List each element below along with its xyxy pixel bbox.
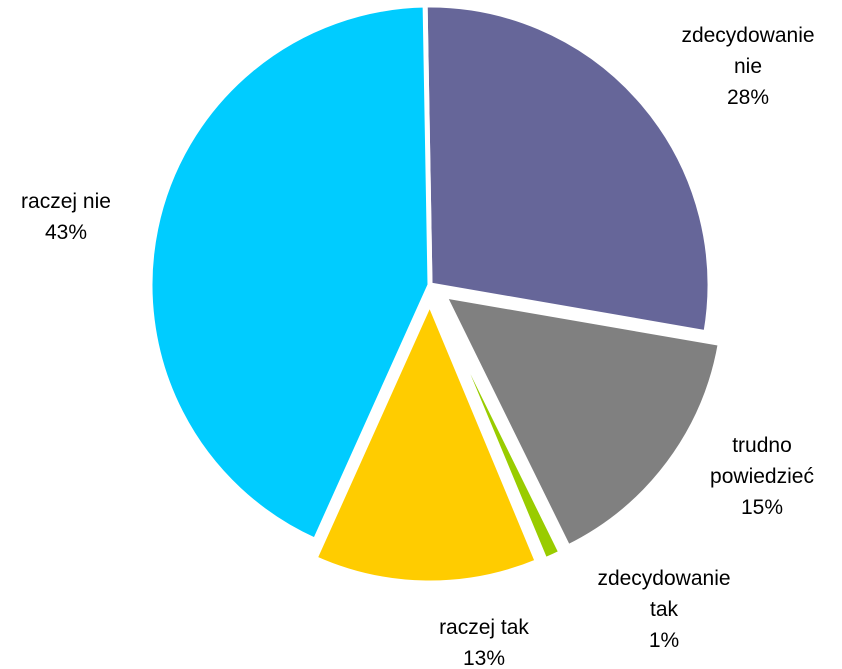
pie-slice-2 [441,293,723,550]
pie-slice-5 [147,2,433,543]
slice-percent-label: 15% [741,496,783,519]
slice-name-label: powiedzieć [710,465,814,488]
slice-percent-label: 43% [45,221,87,244]
slice-label-4: raczej tak 13% [439,616,529,669]
slice-name-label: zdecydowanie [597,567,730,590]
slice-percent-label: 13% [463,647,505,669]
pie-slice-4 [312,300,540,586]
slice-percent-label: 1% [649,629,679,652]
slice-name-label: nie [734,55,762,78]
slice-name-label: trudno [732,434,792,457]
slice-label-3: zdecydowanie tak 1% [597,567,730,652]
slice-name-label: raczej nie [21,190,111,213]
slice-percent-label: 28% [727,86,769,109]
slice-label-1: zdecydowanie nie 28% [681,24,814,109]
pie-slice-3 [434,298,564,563]
slice-label-5: raczej nie 43% [21,190,111,244]
pie-slices [147,2,723,586]
slice-name-label: tak [650,598,679,621]
pie-slice-1 [422,2,713,336]
slice-name-label: raczej tak [439,616,529,639]
pie-labels: zdecydowanie nie 28% trudno powiedzieć 15% zde… [21,24,814,669]
slice-name-label: zdecydowanie [681,24,814,47]
slice-label-2: trudno powiedzieć 15% [710,434,814,519]
